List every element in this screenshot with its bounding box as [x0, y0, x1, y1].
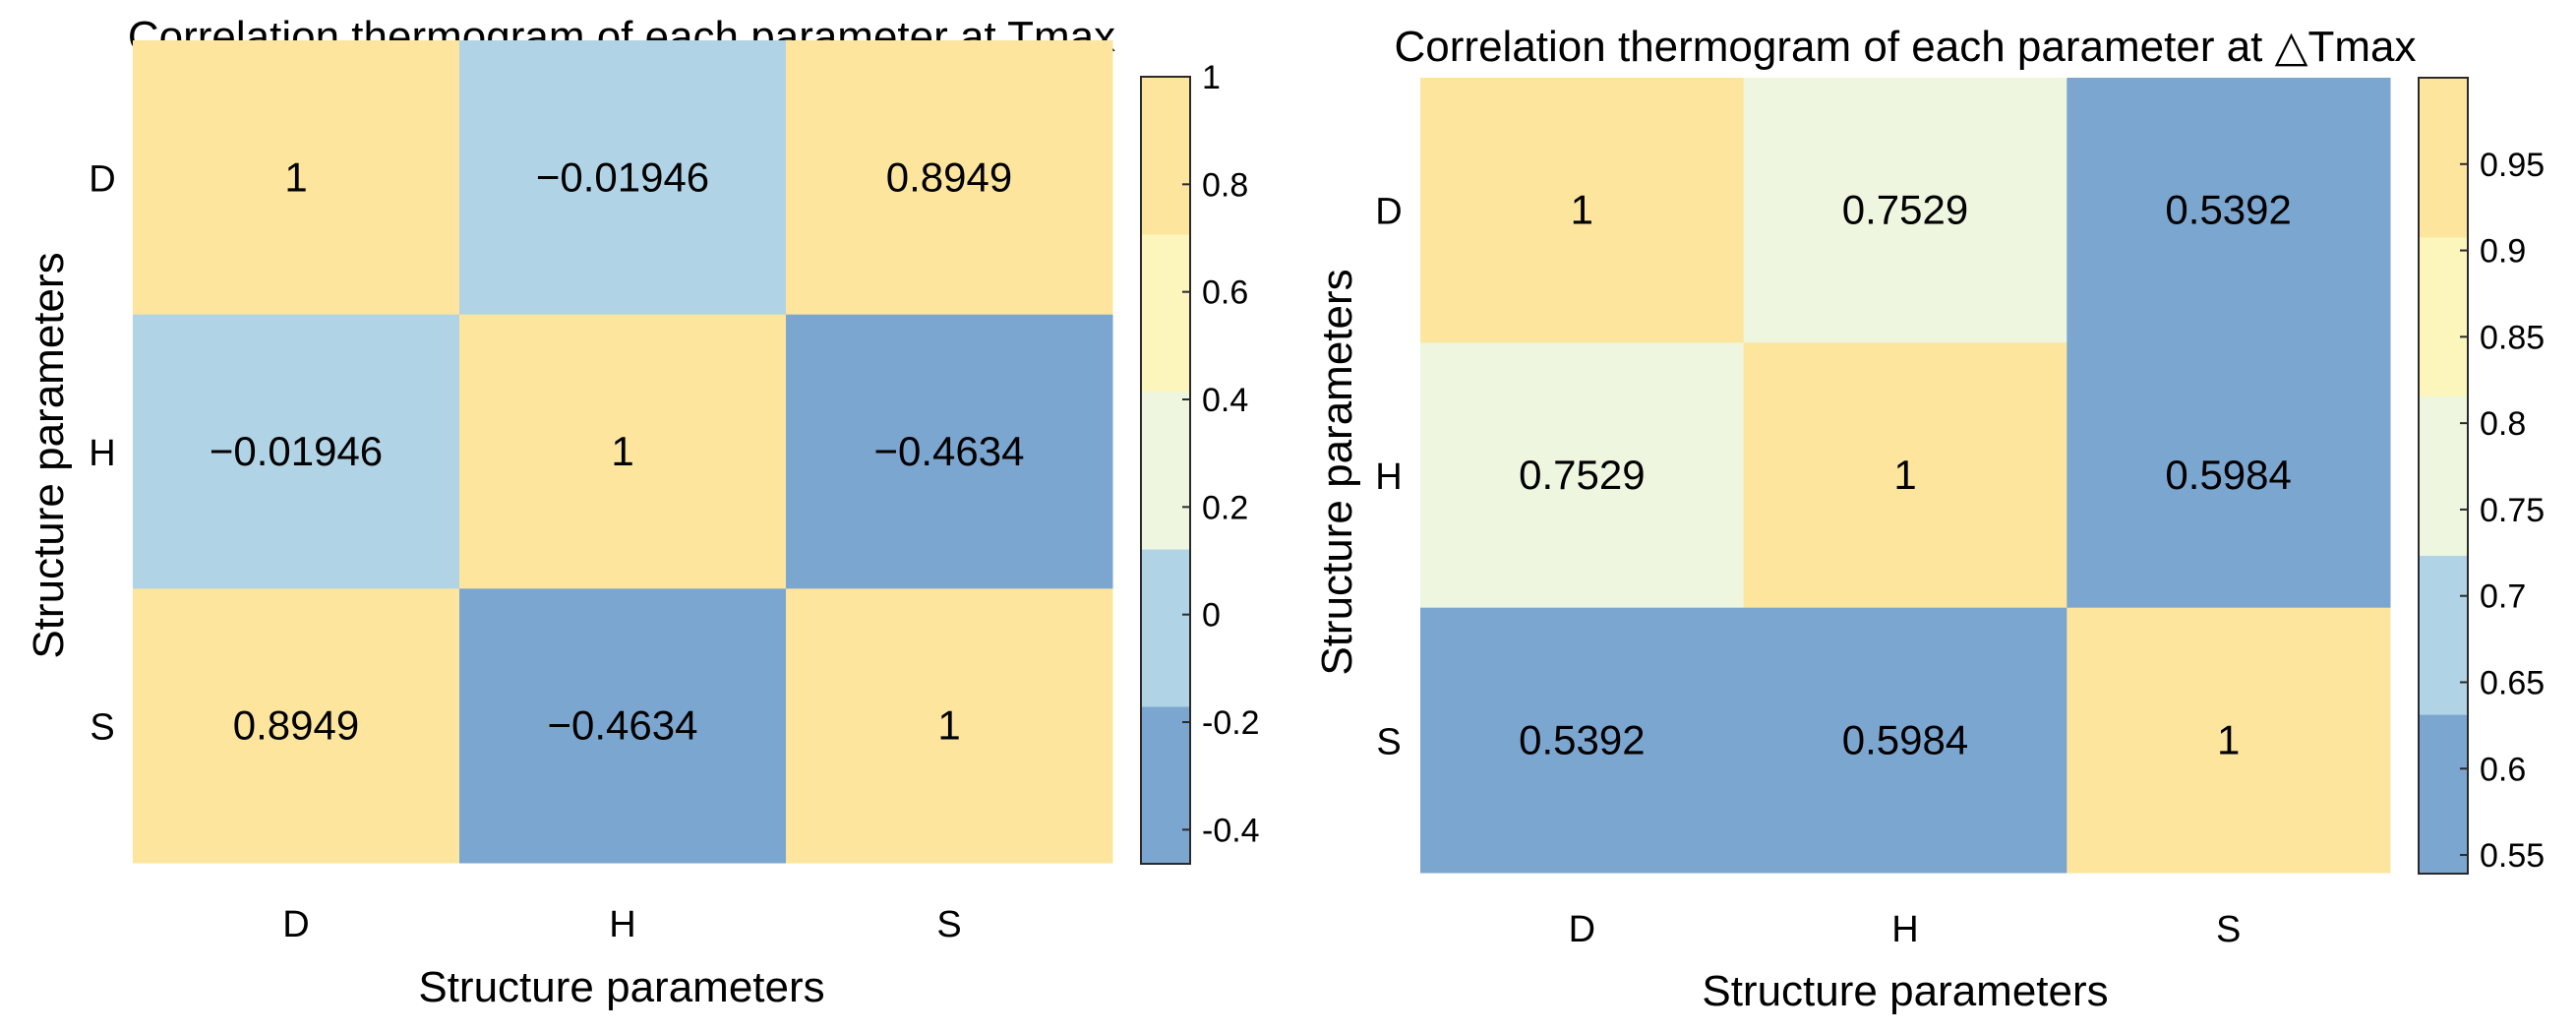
colorbar-segment	[1141, 549, 1190, 707]
heatmap-cell	[133, 588, 460, 864]
cell-value-label: 0.5984	[2165, 452, 2291, 498]
y-tick-label: D	[1375, 192, 1402, 233]
cell-value-label: −0.4634	[874, 428, 1025, 474]
heatmap-cell	[2067, 78, 2391, 343]
heatmap-cell	[786, 314, 1113, 589]
x-tick-label: S	[2216, 909, 2241, 950]
colorbar-tick-label: 0.65	[2480, 664, 2545, 701]
colorbar: 0.95 0.9 0.85 0.8 0.75 0.7 0.65 0.6 0.55	[2418, 77, 2545, 875]
colorbar-tick-label: -0.4	[1202, 812, 1260, 849]
y-tick-label: S	[1376, 721, 1401, 762]
cell-value-label: 1	[284, 153, 307, 200]
cell-value-label: 0.5392	[1519, 716, 1645, 762]
colorbar-tick-label: 0.95	[2480, 147, 2545, 184]
colorbar-segment	[2419, 236, 2468, 397]
heatmap-cell	[133, 40, 460, 316]
colorbar-tick-label: 0.9	[2480, 233, 2526, 271]
colorbar-segment	[1141, 392, 1190, 550]
heatmap-panel-tmax: Correlation thermogram of each parameter…	[25, 13, 1260, 1011]
chart-title: Correlation thermogram of each parameter…	[1395, 23, 2417, 71]
heatmap-panel-delta-tmax: Correlation thermogram of each parameter…	[1313, 23, 2545, 1015]
colorbar-tick-label: 0.55	[2480, 837, 2545, 875]
heatmap-cell	[2067, 342, 2391, 609]
heatmap-grid: 1 0.7529 0.5392 0.7529 1 0.5984 0.5392 0.5984 1	[1420, 78, 2391, 874]
colorbar-segment	[2419, 78, 2468, 238]
colorbar-frame	[1140, 76, 1191, 865]
heatmap-cell	[1420, 78, 1745, 343]
y-axis-label: Structure parameters	[1313, 269, 1361, 675]
y-axis-ticks: D H S	[1375, 192, 1402, 763]
cell-value-label: 1	[611, 428, 633, 474]
colorbar-tick-label: 0.75	[2480, 492, 2545, 529]
cell-value-label: 1	[1893, 452, 1916, 498]
colorbar-segment	[1141, 234, 1190, 393]
cell-value-label: 0.7529	[1842, 187, 1968, 233]
heatmap-cell	[133, 314, 460, 589]
cell-value-label: 0.8949	[233, 702, 359, 749]
heatmap-cell	[786, 588, 1113, 864]
y-tick-label: H	[1375, 456, 1402, 498]
colorbar-tick-label: 0	[1202, 597, 1221, 635]
y-axis-ticks: D H S	[89, 158, 115, 748]
y-axis-label: Structure parameters	[25, 252, 73, 658]
colorbar-tick-label: 0.4	[1202, 382, 1248, 419]
x-axis-label: Structure parameters	[418, 963, 824, 1011]
colorbar-segment	[2419, 555, 2468, 715]
cell-value-label: 1	[937, 702, 960, 749]
heatmap-cell	[459, 314, 787, 589]
colorbar-tick-label: 0.6	[1202, 274, 1248, 312]
x-tick-label: S	[936, 904, 961, 945]
heatmap-grid: 1 −0.01946 0.8949 −0.01946 1 −0.4634 0.8949 −0.…	[133, 40, 1113, 864]
cell-value-label: 0.8949	[886, 153, 1012, 200]
cell-value-label: −0.4634	[548, 702, 698, 749]
x-tick-label: D	[1569, 909, 1595, 950]
cell-value-label: −0.01946	[210, 428, 383, 474]
colorbar-segment	[1141, 705, 1190, 865]
y-tick-label: S	[90, 707, 114, 749]
heatmap-cell	[459, 588, 787, 864]
heatmap-cell	[459, 40, 787, 316]
colorbar-tick-label: 0.7	[2480, 578, 2526, 616]
x-tick-label: H	[609, 904, 635, 945]
heatmap-cell	[786, 40, 1113, 316]
colorbar-segment	[1141, 77, 1190, 235]
heatmap-cell	[1420, 342, 1745, 609]
x-tick-label: D	[282, 904, 309, 945]
colorbar-segment	[2419, 395, 2468, 556]
colorbar-tick-label: 0.8	[2480, 405, 2526, 443]
cell-value-label: −0.01946	[536, 153, 709, 200]
y-tick-label: H	[89, 433, 115, 474]
colorbar-tick-label: 0.6	[2480, 751, 2526, 788]
cell-value-label: 1	[2217, 716, 2240, 762]
x-axis-label: Structure parameters	[1702, 967, 2108, 1015]
cell-value-label: 0.7529	[1519, 452, 1645, 498]
heatmap-cell	[2067, 607, 2391, 874]
heatmap-cell	[1420, 607, 1745, 874]
colorbar-tick-label: -0.2	[1202, 704, 1260, 742]
colorbar-tick-label: 0.2	[1202, 489, 1248, 526]
cell-value-label: 0.5984	[1842, 716, 1968, 762]
colorbar-tick-label: 1	[1202, 59, 1221, 96]
heatmap-cell	[1743, 78, 2067, 343]
heatmap-cell	[1743, 607, 2067, 874]
colorbar-frame	[2418, 77, 2469, 875]
colorbar-tick-label: 0.8	[1202, 166, 1248, 204]
y-tick-label: D	[89, 158, 115, 200]
colorbar-segment	[2419, 714, 2468, 875]
colorbar-tick-label: 0.85	[2480, 319, 2545, 356]
cell-value-label: 0.5392	[2165, 187, 2291, 233]
cell-value-label: 1	[1571, 187, 1593, 233]
heatmap-cell	[1743, 342, 2067, 609]
colorbar: 1 0.8 0.6 0.4 0.2 0 -0.2 -0.4	[1140, 59, 1260, 865]
x-tick-label: H	[1891, 909, 1918, 950]
